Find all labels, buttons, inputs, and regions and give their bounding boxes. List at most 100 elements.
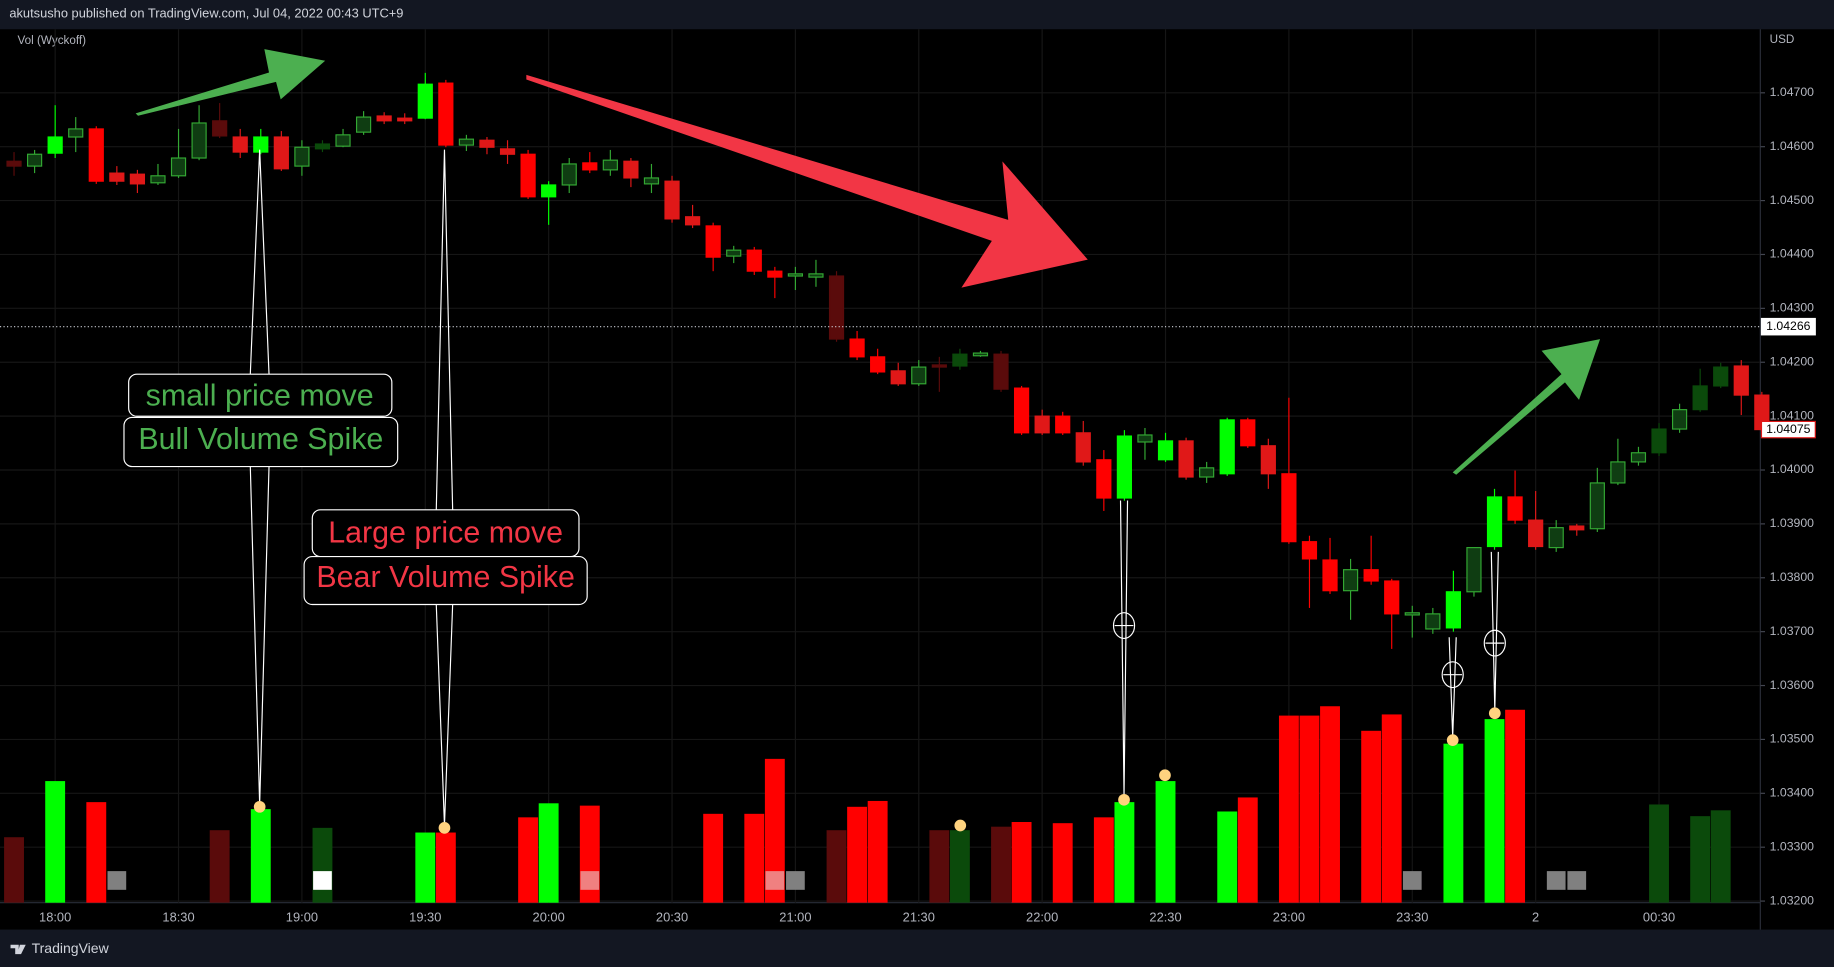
candle-body — [479, 139, 495, 148]
spike-pin — [253, 800, 266, 813]
logo-icon — [10, 944, 26, 955]
candle-body — [1013, 387, 1030, 434]
candle-body — [417, 83, 433, 119]
candle-body — [1404, 612, 1420, 616]
candle-body — [1671, 409, 1688, 430]
volume-bar — [4, 837, 24, 903]
candle-body — [6, 160, 22, 167]
candle-body — [726, 249, 742, 257]
annotation: Bear Volume Spike — [316, 560, 575, 594]
candle-body — [808, 273, 824, 278]
candle-body — [1713, 366, 1729, 387]
spike-pin — [438, 822, 451, 834]
currency-label: USD — [1770, 33, 1795, 46]
candle-body — [705, 225, 721, 258]
price-tag — [1760, 317, 1816, 336]
y-tick-label: 1.04100 — [1770, 408, 1815, 422]
candle-body — [438, 82, 454, 146]
volume-bar — [949, 830, 970, 903]
candle-body — [952, 353, 968, 367]
spike-pins — [253, 707, 1501, 834]
x-tick-label: 21:30 — [903, 909, 935, 924]
candle-body — [1548, 527, 1564, 549]
candle-body — [499, 148, 516, 155]
volume-bar — [435, 832, 456, 903]
candle-body — [294, 146, 310, 167]
candle-body — [1260, 445, 1276, 475]
volume-bar — [1320, 706, 1340, 903]
volume-bar — [1381, 714, 1402, 903]
candle-body — [335, 134, 351, 147]
header-bar — [0, 0, 1834, 30]
volume-bar — [703, 813, 724, 903]
candle-body — [1034, 415, 1050, 434]
volume-bar — [1505, 709, 1526, 903]
x-tick-label: 20:00 — [533, 909, 565, 924]
candle-body — [1055, 415, 1071, 434]
candle-body — [520, 153, 536, 198]
candle-body — [68, 128, 84, 138]
spike-pin — [1159, 769, 1171, 782]
y-tick-label: 1.03800 — [1770, 570, 1815, 584]
volume-bar — [1443, 743, 1464, 903]
candle-body — [1178, 440, 1194, 478]
candle-body — [1569, 525, 1585, 531]
y-tick-label: 1.04400 — [1770, 247, 1815, 261]
x-tick-label: 21:00 — [779, 909, 811, 924]
candle-body — [623, 160, 639, 179]
x-tick-label: 23:30 — [1396, 909, 1428, 924]
x-tick-label: 2 — [1532, 909, 1539, 924]
price-tag — [1760, 420, 1816, 439]
candle-body — [1116, 435, 1133, 499]
candle-body — [746, 249, 762, 272]
candle-body — [1610, 461, 1626, 484]
annotation: Large price move — [328, 515, 563, 549]
candle-body — [1240, 419, 1256, 447]
red-arrow — [526, 74, 1088, 288]
y-tick-label: 1.04600 — [1770, 139, 1815, 153]
x-tick-label: 18:30 — [162, 909, 194, 924]
annotation-box — [303, 555, 588, 606]
volume-bar — [1299, 715, 1320, 903]
y-tick-label: 1.03400 — [1770, 786, 1815, 800]
candle-body — [684, 216, 701, 226]
candle-body — [1445, 591, 1462, 629]
volume-bar — [991, 826, 1011, 903]
spike-pin — [1118, 793, 1130, 806]
candle-body — [1137, 434, 1153, 443]
y-tick-label: 1.04000 — [1770, 462, 1815, 476]
y-tick-label: 1.04700 — [1770, 85, 1815, 99]
footer-text: TradingView — [32, 940, 110, 956]
candle-body — [1486, 496, 1503, 548]
candle-body — [47, 136, 63, 154]
y-tick-label: 1.03300 — [1770, 839, 1815, 853]
candle-body — [232, 136, 248, 153]
price-tag-label: 1.04266 — [1766, 319, 1811, 333]
spike-pin — [1488, 707, 1501, 720]
volume-bar — [1093, 817, 1114, 903]
candle-body — [170, 157, 187, 177]
candle-body — [1199, 467, 1215, 478]
candle-body — [1219, 419, 1235, 475]
volume-bar — [744, 813, 765, 903]
y-tick-label: 1.04300 — [1770, 301, 1815, 315]
x-tick-label: 18:00 — [39, 909, 71, 924]
candle-body — [1733, 365, 1749, 396]
candle-body — [993, 353, 1009, 390]
candle-body — [787, 273, 804, 277]
candle-body — [1157, 440, 1174, 461]
candle-body — [890, 370, 906, 385]
candle-body — [1589, 482, 1605, 530]
candle-body — [602, 159, 618, 171]
volume-bar — [1278, 715, 1299, 903]
candle-body — [1466, 547, 1482, 593]
candle-body — [1342, 569, 1359, 592]
candle-body — [109, 172, 125, 182]
volume-bar — [1649, 804, 1669, 903]
x-tick-label: 22:30 — [1149, 909, 1181, 924]
x-tick-label: 20:30 — [656, 909, 688, 924]
candle-body — [582, 162, 598, 171]
x-tick-label: 00:30 — [1643, 909, 1675, 924]
candle-body — [1281, 473, 1297, 543]
volume-bar — [826, 830, 847, 903]
